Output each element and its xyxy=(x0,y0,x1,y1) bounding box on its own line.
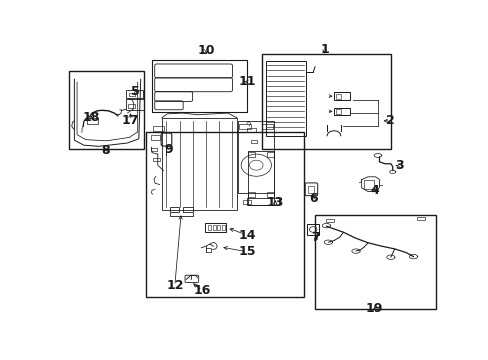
Bar xyxy=(250,140,257,143)
Bar xyxy=(333,108,349,115)
Text: 1: 1 xyxy=(320,43,328,56)
Text: 15: 15 xyxy=(238,245,255,258)
Bar xyxy=(266,192,274,197)
Text: 12: 12 xyxy=(166,279,183,292)
Text: 19: 19 xyxy=(365,302,383,315)
Bar xyxy=(335,109,340,114)
Bar xyxy=(128,104,135,108)
Text: 13: 13 xyxy=(266,196,284,209)
Bar xyxy=(265,61,305,136)
Text: 18: 18 xyxy=(82,111,100,124)
Bar xyxy=(151,148,156,151)
Bar xyxy=(306,224,319,235)
Bar xyxy=(333,92,349,100)
Bar xyxy=(146,132,303,297)
Text: 7: 7 xyxy=(311,231,320,244)
Bar xyxy=(364,180,373,189)
Bar xyxy=(152,60,246,112)
Text: 16: 16 xyxy=(193,284,210,297)
Text: 11: 11 xyxy=(238,75,256,88)
Bar xyxy=(246,128,256,132)
Bar xyxy=(161,118,237,210)
Bar xyxy=(266,152,274,157)
Bar xyxy=(326,219,333,222)
Bar xyxy=(128,93,135,96)
Bar xyxy=(208,225,211,230)
Text: 4: 4 xyxy=(370,184,379,197)
Text: 5: 5 xyxy=(131,85,140,98)
Text: 8: 8 xyxy=(102,144,110,157)
Bar xyxy=(169,207,179,212)
Bar xyxy=(335,94,340,99)
Bar xyxy=(183,207,192,212)
Bar xyxy=(246,198,279,205)
Text: 17: 17 xyxy=(122,114,139,127)
Bar xyxy=(247,152,255,157)
Bar xyxy=(262,123,273,129)
Bar xyxy=(126,99,144,110)
Bar xyxy=(205,223,225,232)
Bar xyxy=(222,225,224,230)
Bar xyxy=(68,71,144,149)
Bar xyxy=(262,54,390,149)
Bar xyxy=(239,123,250,129)
Bar xyxy=(247,151,274,205)
Bar xyxy=(247,192,255,197)
Bar xyxy=(151,135,159,140)
Bar xyxy=(416,217,424,220)
Text: 10: 10 xyxy=(197,44,215,57)
Text: 3: 3 xyxy=(394,159,403,172)
Bar xyxy=(238,121,274,193)
Bar xyxy=(212,225,215,230)
Bar xyxy=(314,215,435,309)
Bar xyxy=(126,90,143,98)
Bar xyxy=(243,200,250,204)
Text: 6: 6 xyxy=(308,193,317,206)
Bar xyxy=(87,118,98,123)
Text: 9: 9 xyxy=(164,143,173,156)
Bar xyxy=(153,158,159,161)
Bar xyxy=(307,186,313,193)
Text: 2: 2 xyxy=(386,114,394,127)
Bar xyxy=(217,225,220,230)
Bar xyxy=(153,126,164,131)
Text: 14: 14 xyxy=(238,229,255,242)
